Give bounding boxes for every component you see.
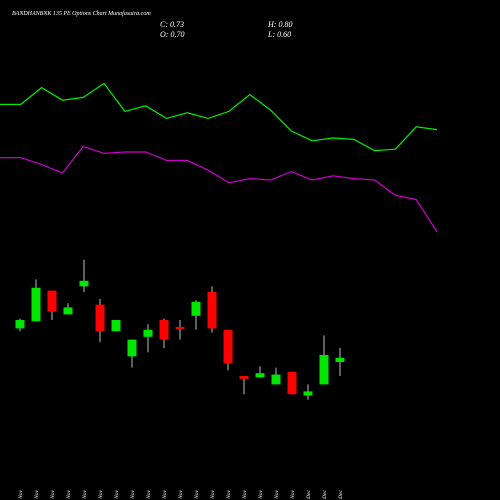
candle-body (207, 292, 217, 329)
x-tick-label: 29 Nov (290, 489, 296, 500)
x-tick-label: 14 Nov (129, 489, 136, 500)
x-tick-label: 13 Nov (114, 489, 120, 500)
x-tick-label: 20 Nov (178, 489, 184, 500)
low-summary: L: 0.60 (267, 30, 291, 39)
high-summary: H: 0.80 (267, 20, 292, 29)
candle-body (15, 320, 25, 329)
candle-body (319, 355, 329, 385)
x-tick-label: 04 Nov (17, 489, 24, 500)
candle-body (127, 339, 137, 357)
candle-body (335, 357, 345, 362)
candle-body (159, 320, 169, 340)
candle-body (287, 371, 297, 395)
candle-body (111, 320, 121, 332)
x-tick-label: 12 Nov (98, 489, 104, 500)
x-tick-label: 25 Nov (226, 489, 232, 500)
candle-body (239, 376, 249, 379)
x-tick-label: 18 Nov (146, 489, 152, 500)
candle-body (143, 329, 153, 337)
candle-body (271, 374, 281, 385)
x-tick-label: 28 Nov (274, 489, 280, 500)
candle-body (175, 327, 185, 329)
x-tick-label: 27 Nov (258, 489, 264, 500)
candle-body (191, 301, 201, 316)
candle-body (31, 287, 41, 322)
candle-body (79, 280, 89, 287)
candle-body (47, 290, 57, 312)
chart-title: BANDHANBNK 135 PE Options Chart Munafasu… (12, 10, 151, 17)
open-summary: O: 0.70 (160, 30, 184, 39)
average-line (0, 82, 438, 152)
x-tick-label: 02 Dec (306, 489, 312, 500)
candle-body (63, 307, 73, 315)
candle-body (303, 391, 313, 396)
x-tick-label: 07 Nov (50, 489, 56, 500)
x-tick-label: 06 Nov (34, 489, 40, 500)
candle-body (95, 304, 105, 332)
x-tick-label: 22 Nov (210, 489, 216, 500)
candle-body (255, 373, 265, 378)
x-tick-label: 21 Nov (194, 489, 200, 500)
average-line (0, 145, 438, 233)
x-tick-label: 04 Dec (337, 489, 344, 500)
x-tick-label: 26 Nov (242, 489, 248, 500)
x-tick-label: 03 Dec (322, 489, 328, 500)
candle-body (223, 329, 233, 364)
close-summary: C: 0.73 (160, 20, 184, 29)
x-tick-label: 11 Nov (82, 489, 88, 500)
x-tick-label: 08 Nov (66, 489, 72, 500)
x-tick-label: 19 Nov (162, 489, 168, 500)
